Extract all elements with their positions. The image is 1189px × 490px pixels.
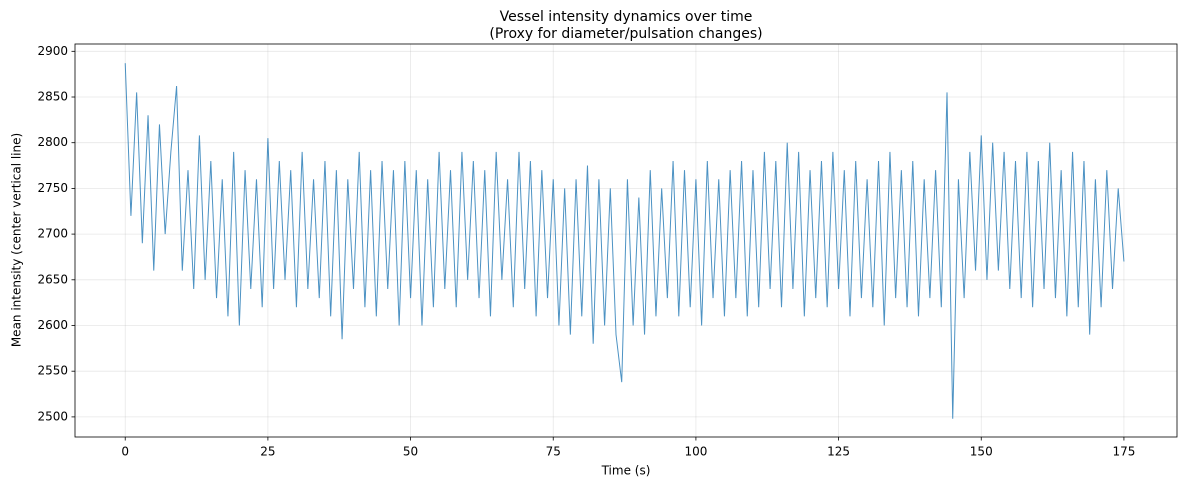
y-tick-label: 2500: [37, 409, 68, 423]
x-tick-label: 75: [546, 445, 561, 459]
y-tick-label: 2850: [37, 90, 68, 104]
x-tick-label: 150: [970, 445, 993, 459]
plot-frame: [74, 43, 1178, 438]
y-tick-label: 2750: [37, 181, 68, 195]
chart-title: Vessel intensity dynamics over time: [500, 9, 753, 25]
x-axis-label: Time (s): [601, 464, 651, 478]
y-tick-label: 2600: [37, 318, 68, 332]
data-line: [124, 63, 1125, 419]
y-tick-label: 2800: [37, 135, 68, 149]
x-tick-label: 50: [403, 445, 418, 459]
y-tick-label: 2700: [37, 227, 68, 241]
x-tick-label: 25: [260, 445, 275, 459]
x-tick-label: 175: [1112, 445, 1135, 459]
y-tick-label: 2650: [37, 272, 68, 286]
y-tick-label: 2900: [37, 44, 68, 58]
chart-subtitle: (Proxy for diameter/pulsation changes): [489, 26, 762, 42]
x-tick-label: 125: [827, 445, 850, 459]
x-tick-label: 0: [121, 445, 129, 459]
y-tick-label: 2550: [37, 364, 68, 378]
y-axis-label: Mean intensity (center vertical line): [10, 133, 24, 347]
x-tick-label: 100: [684, 445, 707, 459]
